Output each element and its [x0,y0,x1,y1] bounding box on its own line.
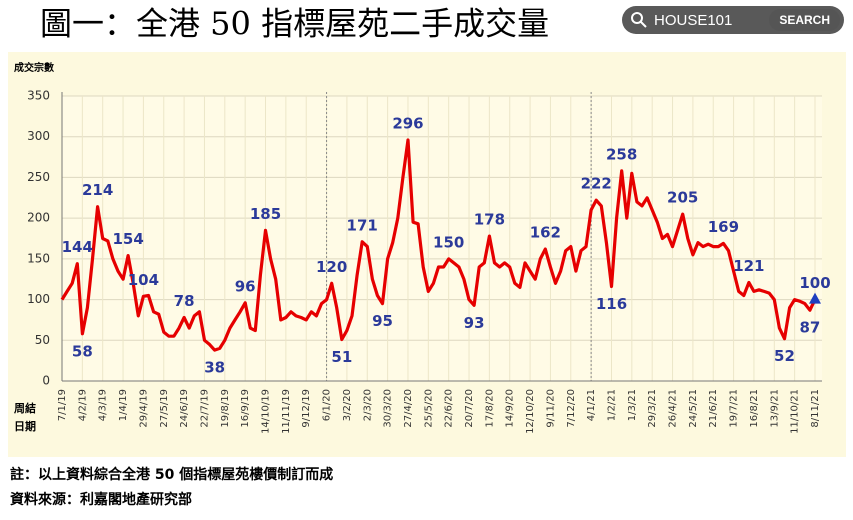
search-button[interactable]: SEARCH [769,9,840,31]
data-label: 58 [72,342,93,360]
x-tick-label: 29/3/21 [647,389,658,428]
end-marker [809,292,821,304]
x-tick-label: 8/11/21 [810,389,821,428]
x-tick-label: 11/10/21 [790,389,801,434]
x-tick-label: 27/5/19 [159,389,170,428]
data-label: 296 [392,114,423,132]
data-label: 121 [733,257,764,275]
x-tick-label: 22/7/19 [199,389,210,428]
x-axis-label: 日期 [14,419,36,433]
y-tick-label: 0 [42,374,50,388]
y-tick-label: 300 [27,129,50,143]
footnote: 註：以上資料綜合全港 50 個指標屋苑樓價制訂而成 [10,466,333,483]
footnote: 資料來源：利嘉閣地產研究部 [10,491,192,508]
data-label: 95 [372,312,393,330]
x-tick-label: 19/7/21 [729,389,740,428]
data-label: 78 [174,292,195,310]
data-line [60,138,817,352]
x-tick-label: 11/11/19 [281,389,292,434]
x-tick-label: 13/9/21 [769,389,780,428]
x-tick-label: 12/10/20 [525,389,536,434]
data-label: 150 [433,233,464,251]
x-tick-label: 21/6/21 [708,389,719,428]
x-tick-label: 20/7/20 [464,389,475,428]
data-label: 100 [799,274,830,292]
x-tick-label: 27/4/20 [403,389,414,428]
x-tick-label: 4/3/19 [98,389,109,421]
data-label: 104 [128,271,159,289]
data-label: 214 [82,181,113,199]
data-label: 144 [62,238,93,256]
y-tick-label: 200 [27,211,50,225]
x-tick-label: 22/6/20 [444,389,455,428]
x-tick-label: 16/8/21 [749,389,760,428]
x-tick-label: 1/2/21 [606,389,617,421]
x-tick-label: 4/2/19 [77,389,88,421]
y-tick-label: 350 [27,89,50,103]
search-bar[interactable]: HOUSE101 SEARCH [622,6,844,34]
data-label: 116 [596,295,627,313]
x-tick-label: 3/2/20 [342,389,353,421]
x-tick-label: 7/1/19 [57,389,68,421]
x-tick-label: 9/11/20 [545,389,556,428]
data-label: 93 [464,314,485,332]
data-label: 171 [347,216,378,234]
x-tick-label: 24/5/21 [688,389,699,428]
x-tick-label: 1/4/19 [118,389,129,421]
data-label: 154 [112,230,143,248]
y-tick-label: 100 [27,292,50,306]
y-tick-label: 150 [27,251,50,265]
x-tick-label: 14/9/20 [505,389,516,428]
x-tick-label: 1/3/21 [627,389,638,421]
data-label: 162 [530,224,561,242]
data-label: 178 [474,211,505,229]
data-label: 258 [606,145,637,163]
data-label: 205 [667,189,698,207]
plot-area [62,96,822,381]
x-tick-label: 4/1/21 [586,389,597,421]
x-tick-label: 26/4/21 [668,389,679,428]
y-axis-label: 成交宗數 [14,61,54,74]
y-tick-label: 50 [35,333,50,347]
x-tick-label: 16/9/19 [240,389,251,428]
x-axis-label: 周結 [14,401,36,415]
x-tick-label: 6/1/20 [322,389,333,421]
x-tick-label: 29/4/19 [138,389,149,428]
data-label: 185 [250,205,281,223]
data-label: 87 [799,319,820,337]
x-tick-label: 2/3/20 [362,389,373,421]
x-tick-label: 7/12/20 [566,389,577,428]
y-tick-label: 250 [27,170,50,184]
data-label: 169 [708,218,739,236]
x-tick-label: 9/12/19 [301,389,312,428]
data-label: 222 [581,175,612,193]
data-label: 51 [331,348,352,366]
x-tick-label: 25/5/20 [423,389,434,428]
x-tick-label: 14/10/19 [261,389,272,434]
chart-title: 圖一：全港 50 指標屋苑二手成交量 [40,5,549,43]
data-label: 96 [235,277,256,295]
x-tick-label: 24/6/19 [179,389,190,428]
data-label: 38 [204,359,225,377]
search-icon [631,12,647,28]
x-tick-label: 17/8/20 [484,389,495,428]
x-tick-label: 19/8/19 [220,389,231,428]
x-tick-label: 30/3/20 [383,389,394,428]
data-label: 120 [316,258,347,276]
data-label: 52 [774,347,795,365]
search-input[interactable]: HOUSE101 [654,11,733,29]
